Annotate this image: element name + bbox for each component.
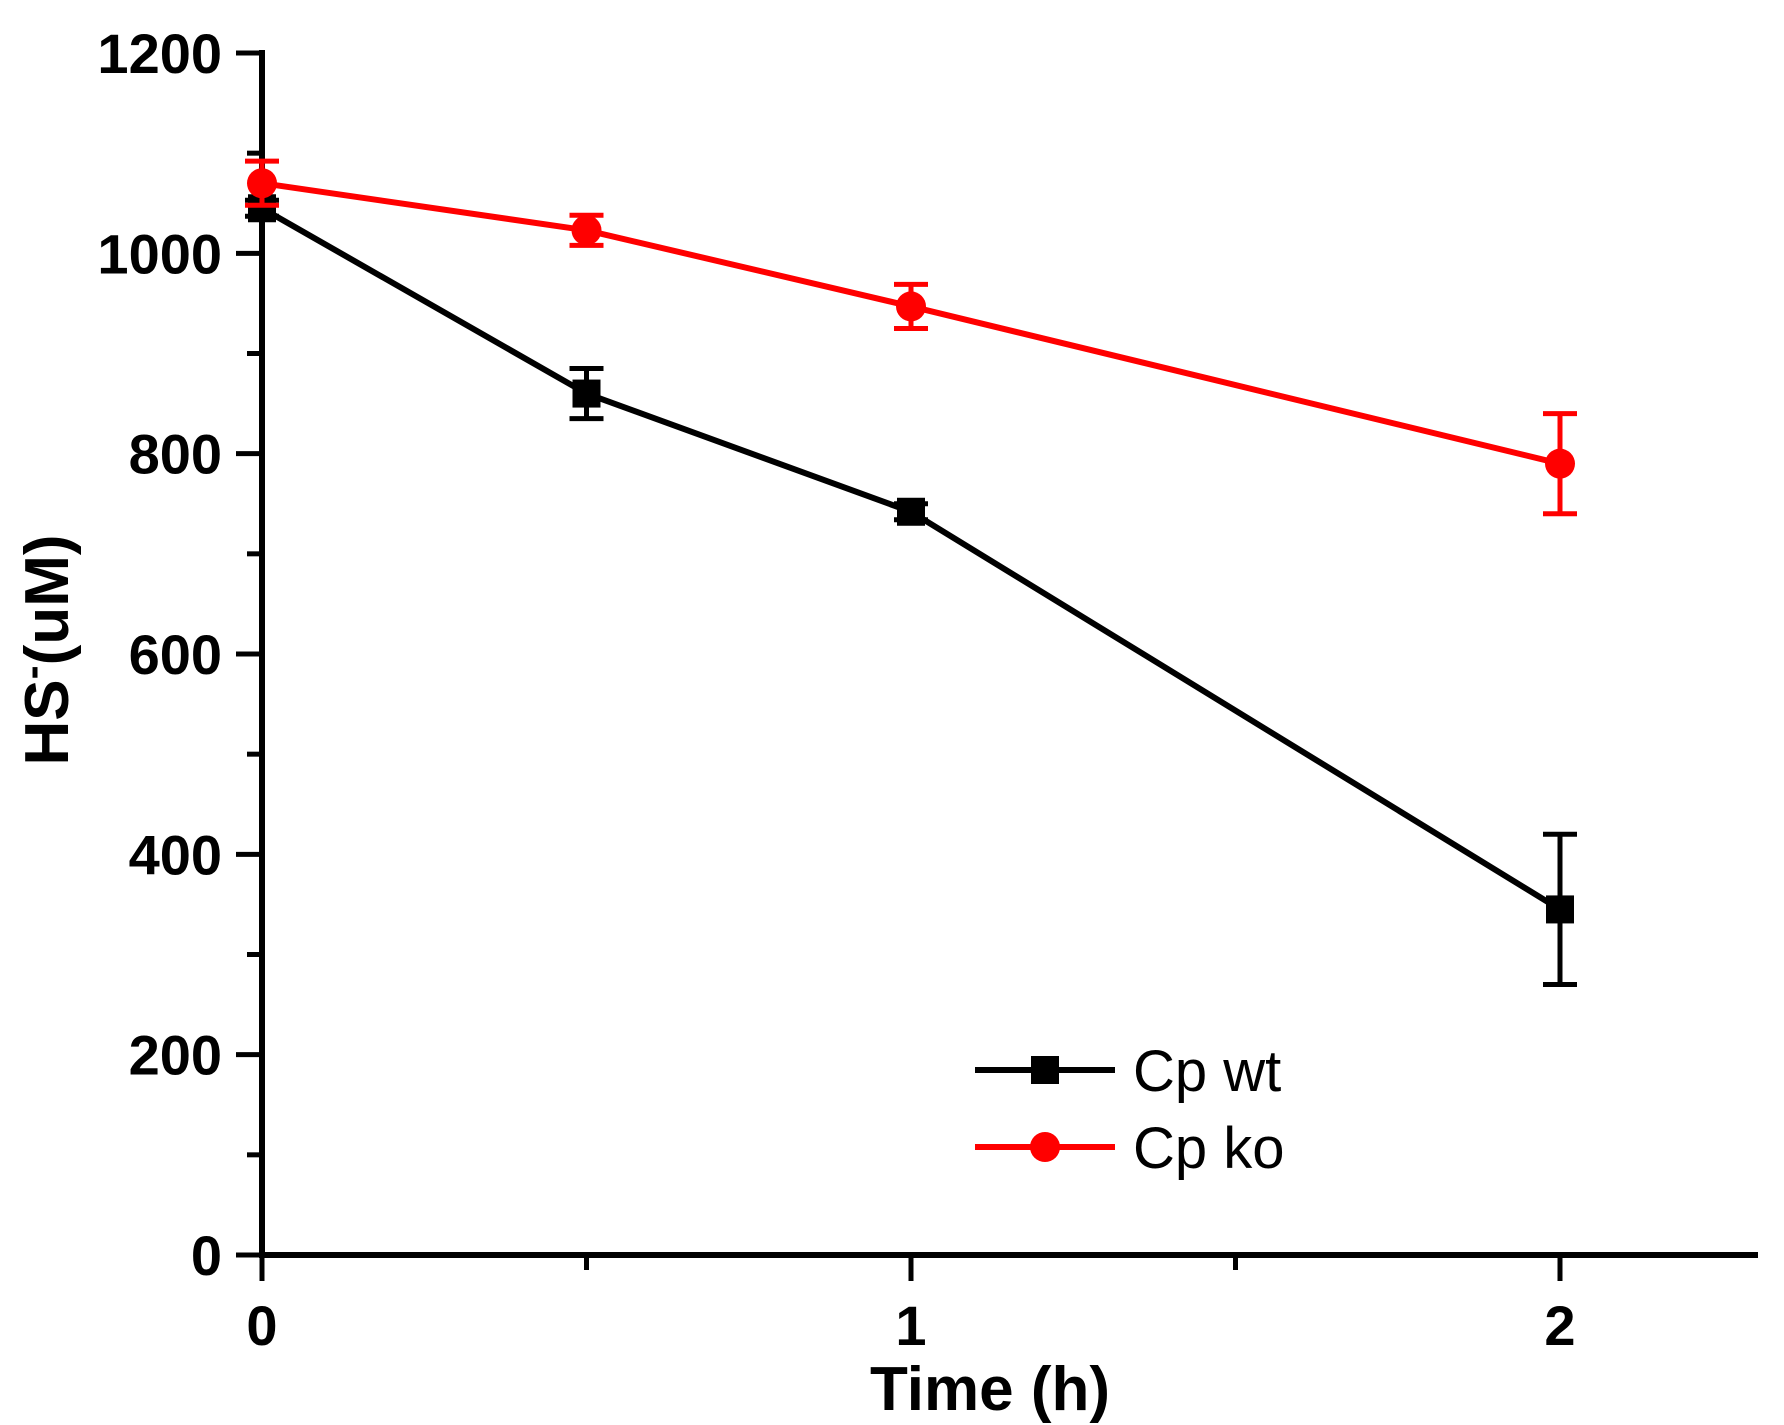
legend: Cp wt Cp ko [975,1039,1285,1181]
y-tick-label: 800 [129,423,222,486]
y-tick-label: 400 [129,823,222,886]
y-axis-ticks: 0 200 400 600 800 1000 1200 [97,22,262,1287]
legend-label-cp-ko: Cp ko [1133,1116,1285,1181]
series-layer [245,158,1577,988]
series-cp-wt [245,194,1577,988]
y-tick-label: 600 [129,623,222,686]
series-line-cp-wt [260,205,1562,912]
x-tick-label: 2 [1544,1294,1575,1357]
x-tick-label: 1 [895,1294,926,1357]
series-line-cp-ko [261,180,1561,467]
y-tick-label: 1000 [97,222,222,285]
legend-label-cp-wt: Cp wt [1133,1039,1281,1104]
y-tick-label: 1200 [97,22,222,85]
legend-entry-cp-wt: Cp wt [975,1039,1281,1104]
data-point [1546,895,1574,924]
data-point [897,497,925,526]
data-point [1545,448,1575,479]
series-cp-ko [245,158,1577,517]
data-point [571,215,602,246]
axes [259,50,1758,1258]
y-axis-title-main: HS [13,679,82,765]
legend-marker-cp-ko [1030,1132,1060,1162]
data-point [247,168,277,199]
legend-entry-cp-ko: Cp ko [975,1116,1285,1181]
data-point [572,379,601,408]
y-axis-title: HS-(uM) [8,535,82,766]
data-point [896,291,926,322]
y-axis-title-unit: (uM) [13,535,82,666]
x-tick-label: 0 [246,1294,277,1357]
y-axis-title-superscript: - [8,665,55,679]
x-axis-ticks: 0 1 2 [246,1255,1576,1357]
legend-marker-cp-wt [1031,1056,1059,1084]
x-axis-title: Time (h) [870,1355,1110,1424]
y-tick-label: 0 [191,1224,222,1287]
y-tick-label: 200 [129,1024,222,1087]
